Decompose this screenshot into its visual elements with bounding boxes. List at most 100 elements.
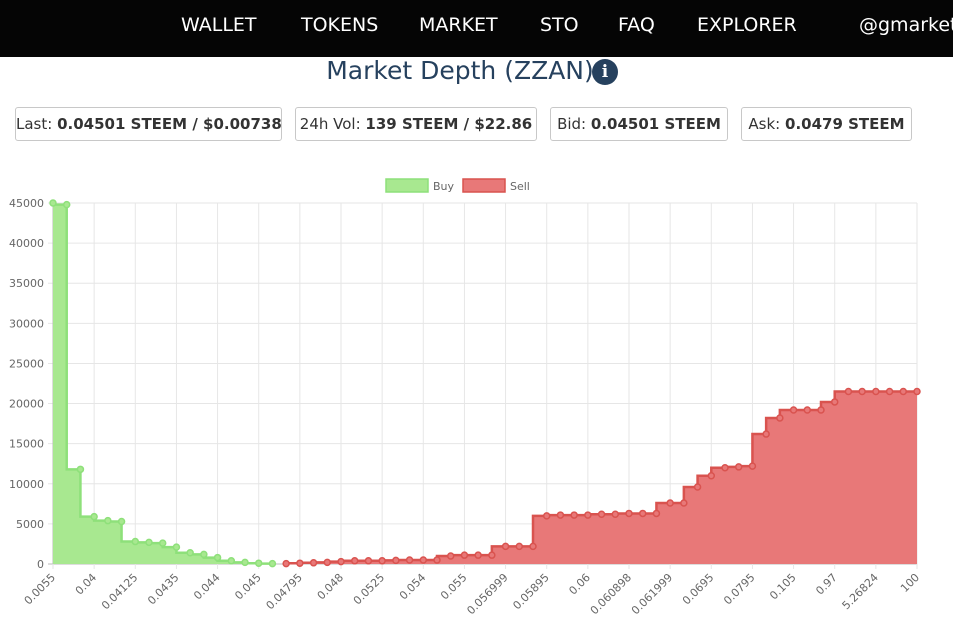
point <box>707 472 716 480</box>
nav-link[interactable]: TOKENS <box>301 14 379 36</box>
y-tick-label: 0 <box>37 558 44 571</box>
point <box>76 465 85 474</box>
point <box>666 499 674 507</box>
nav-link[interactable]: FAQ <box>618 14 655 36</box>
x-tick-label: 0.048 <box>315 571 346 602</box>
area <box>286 391 918 564</box>
point <box>282 559 290 568</box>
point <box>62 200 71 209</box>
stat-box: Ask: 0.0479 STEEM <box>741 107 912 141</box>
point <box>337 557 345 566</box>
info-icon[interactable]: i <box>592 59 618 85</box>
point <box>515 542 524 551</box>
x-tick-label: 0.05895 <box>510 571 551 612</box>
legend-swatch <box>385 178 429 193</box>
point <box>241 558 249 567</box>
point <box>433 556 441 564</box>
point <box>817 406 825 414</box>
point <box>570 511 578 519</box>
nav-link[interactable]: MARKET <box>419 14 498 36</box>
point <box>158 539 167 547</box>
point <box>638 509 647 518</box>
point <box>556 511 565 519</box>
stat-box: Last: 0.04501 STEEM / $0.00738 <box>15 107 282 141</box>
point <box>597 510 606 519</box>
point <box>748 462 757 470</box>
point <box>117 517 126 526</box>
y-tick-label: 10000 <box>9 478 44 491</box>
stat-box: 24h Vol: 139 STEEM / $22.86 <box>295 107 537 141</box>
page-title: Market Depth (ZZAN) <box>326 56 594 85</box>
x-tick-label: 100 <box>898 571 922 595</box>
x-tick-label: 0.044 <box>191 571 222 602</box>
point <box>446 552 455 560</box>
point <box>776 414 784 422</box>
nav-link[interactable]: WALLET <box>181 14 257 36</box>
y-tick-label: 20000 <box>9 398 44 411</box>
point <box>350 557 359 565</box>
legend-swatch <box>462 178 506 193</box>
depth-chart: 0 5000 10000 15000 20000 25000 30000 35000 40000… <box>9 178 922 617</box>
x-tick-label: 0.0525 <box>351 571 387 607</box>
legend-label: Sell <box>510 180 530 193</box>
stat-label: 24h Vol: <box>299 115 361 133</box>
point <box>611 510 620 519</box>
point <box>830 398 839 406</box>
point <box>488 551 496 559</box>
point <box>844 387 853 396</box>
point <box>734 463 743 471</box>
stat-value: 0.0479 STEEM <box>785 115 905 133</box>
point <box>200 550 208 559</box>
y-tick-label: 15000 <box>9 438 44 451</box>
area <box>53 203 273 564</box>
point <box>213 553 222 562</box>
x-tick-label: 5.26824 <box>840 571 881 612</box>
nav-link[interactable]: @gmarket <box>859 14 953 36</box>
x-tick-label: 0.055 <box>438 571 469 602</box>
point <box>762 430 770 438</box>
x-tick-label: 0.0055 <box>22 571 58 607</box>
nav-link[interactable]: STO <box>540 14 579 36</box>
x-tick-label: 0.0695 <box>680 571 716 607</box>
point <box>405 556 414 564</box>
point <box>474 551 482 559</box>
point <box>227 557 236 565</box>
stat-box: Bid: 0.04501 STEEM <box>550 107 728 141</box>
stat-value: 0.04501 STEEM / $0.00738 <box>57 115 282 133</box>
point <box>392 556 400 565</box>
x-tick-label: 0.105 <box>767 571 798 602</box>
point <box>693 483 702 491</box>
point <box>90 512 98 521</box>
point <box>49 199 57 207</box>
nav-bar: WALLET TOKENS MARKET STO FAQ EXPLORER @gmarket <box>0 0 953 57</box>
point <box>460 551 469 559</box>
x-tick-label: 0.045 <box>232 571 263 602</box>
point <box>145 538 153 547</box>
x-tick-label: 0.0435 <box>145 571 181 607</box>
point <box>803 406 812 414</box>
nav-link[interactable]: EXPLORER <box>697 14 797 36</box>
x-tick-label: 0.060898 <box>588 571 634 617</box>
point <box>186 549 194 557</box>
point <box>309 559 318 567</box>
stat-label: Bid: <box>557 115 587 133</box>
legend-label: Buy <box>433 180 455 193</box>
point <box>296 559 304 567</box>
point <box>364 557 373 565</box>
y-tick-label: 45000 <box>9 197 44 210</box>
x-tick-label: 0.04125 <box>99 571 140 612</box>
point <box>172 543 181 551</box>
point <box>542 512 551 520</box>
point <box>899 387 908 396</box>
point <box>721 463 729 472</box>
point <box>419 556 428 564</box>
line <box>51 203 273 565</box>
point <box>529 542 537 551</box>
x-tick-label: 0.054 <box>397 571 428 602</box>
y-tick-label: 40000 <box>9 237 44 250</box>
point <box>268 559 277 568</box>
point <box>652 509 661 518</box>
y-tick-label: 5000 <box>16 518 44 531</box>
x-tick-label: 0.04795 <box>264 571 305 612</box>
